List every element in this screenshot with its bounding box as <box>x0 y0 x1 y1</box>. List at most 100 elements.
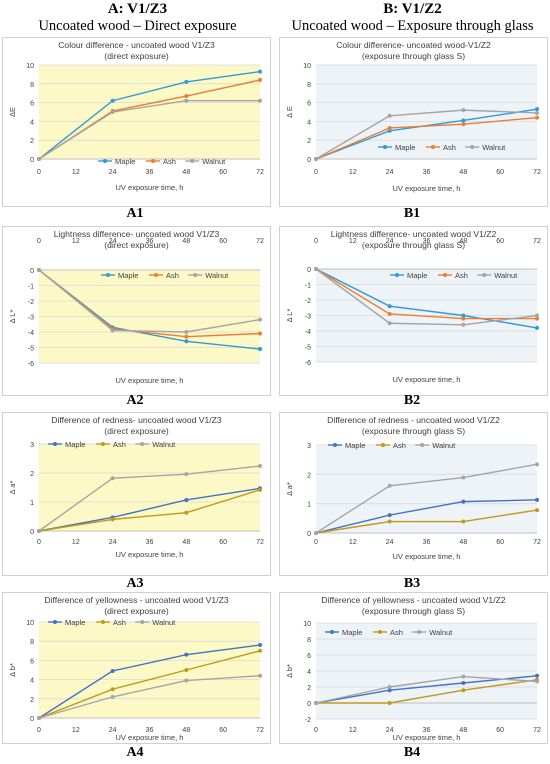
chart-b4: Difference of yellowness - uncoated wood… <box>285 595 541 742</box>
chart-b2-y-tick-label: -5 <box>305 345 311 352</box>
chart-b1-x-tick-label: 36 <box>423 169 431 176</box>
chart-b3-y-axis-title: Δ a* <box>285 482 294 496</box>
chart-a2-legend-marker-ash <box>154 273 158 277</box>
chart-a3-point-walnut <box>184 472 189 477</box>
chart-a1-plot-area <box>39 65 260 159</box>
chart-b3-series-line-walnut <box>315 463 538 534</box>
chart-a4-point-walnut <box>184 678 189 683</box>
chart-a4-y-axis-title: Δ b* <box>8 663 17 677</box>
chart-a4: Difference of yellowness - uncoated wood… <box>8 595 264 742</box>
chart-a3-legend-marker-ash <box>101 442 105 446</box>
chart-a2-y-tick-label: -5 <box>28 346 34 353</box>
chart-b1-point-maple <box>461 118 466 123</box>
chart-a4-plot-area <box>39 622 260 718</box>
right-column-header: B: V1/Z2 Uncoated wood – Exposure throug… <box>275 1 550 35</box>
chart-a3-legend-marker-walnut <box>140 442 145 446</box>
chart-a2-x-tick-label: 60 <box>219 238 227 245</box>
chart-b3-point-walnut <box>387 483 392 488</box>
chart-a4-y-tick-label: 10 <box>26 620 34 627</box>
chart-a1-x-tick-label: 60 <box>219 169 227 176</box>
chart-a2-y-tick-label: -2 <box>28 299 34 306</box>
chart-b3-y-tick-label: 2 <box>307 472 311 479</box>
chart-a2-subtitle: (direct exposure) <box>104 240 169 250</box>
chart-a3-point-ash <box>258 487 262 492</box>
chart-b4-subtitle: (exposure through glass S) <box>362 606 465 616</box>
chart-a4-y-tick-label: 6 <box>30 658 34 665</box>
chart-a3-x-axis-title: UV exposure time, h <box>116 550 184 559</box>
chart-b1-point-walnut <box>314 157 318 161</box>
chart-a4-x-tick-label: 60 <box>219 727 227 734</box>
chart-a1-point-maple <box>258 69 262 74</box>
chart-b1-x-axis-title: UV exposure time, h <box>393 184 461 193</box>
chart-a4-x-tick-label: 24 <box>109 727 117 734</box>
chart-a1-series-line-maple <box>38 70 261 160</box>
chart-a2-legend-marker-walnut <box>193 273 198 277</box>
chart-a4-x-tick-label: 36 <box>146 727 154 734</box>
chart-a4-x-tick-label: 48 <box>182 727 190 734</box>
chart-a4-point-ash <box>258 648 262 653</box>
chart-a4-point-maple <box>258 643 262 648</box>
chart-b2-x-tick-label: 60 <box>496 238 504 245</box>
chart-b2-point-walnut <box>314 267 318 271</box>
chart-b3-x-tick-label: 48 <box>459 539 467 546</box>
caption-a1: A1 <box>126 206 144 221</box>
chart-b4-x-tick-label: 48 <box>459 727 467 734</box>
caption-b4: B4 <box>403 745 421 760</box>
chart-b3-title: Difference of redness - uncoated wood V1… <box>327 415 500 425</box>
chart-b2-y-tick-label: -6 <box>305 360 311 367</box>
chart-b2-x-axis-title: UV exposure time, h <box>393 375 461 384</box>
chart-a3-legend-label-maple: Maple <box>65 440 85 449</box>
chart-a2-point-maple <box>258 347 262 352</box>
chart-b4-point-maple <box>535 673 539 678</box>
chart-b2-x-tick-label: 24 <box>386 238 394 245</box>
chart-b3-point-maple <box>461 499 466 504</box>
chart-a4-y-tick-label: 4 <box>30 678 34 685</box>
chart-b4-y-tick-label: 0 <box>307 701 311 708</box>
chart-b4-x-tick-label: 60 <box>496 727 504 734</box>
chart-a2-legend-marker-maple <box>106 273 110 277</box>
chart-a4-legend-marker-walnut <box>140 620 145 624</box>
chart-b2-point-maple <box>535 325 539 330</box>
chart-b3-subtitle: (exposure through glass S) <box>362 426 465 436</box>
chart-a1-point-walnut <box>258 98 262 103</box>
chart-a3-y-tick-label: 1 <box>30 500 34 507</box>
chart-a1-point-walnut <box>37 157 41 161</box>
chart-a3-x-tick-label: 24 <box>109 539 117 546</box>
chart-b3-point-ash <box>461 519 466 524</box>
chart-b4-y-tick-label: 10 <box>303 621 311 628</box>
chart-a4-title: Difference of yellowness - uncoated wood… <box>44 595 228 605</box>
chart-a1-y-tick-label: 0 <box>30 157 34 164</box>
chart-a3-point-maple <box>184 497 189 502</box>
chart-b3-x-tick-label: 60 <box>496 539 504 546</box>
chart-a4-y-tick-label: 0 <box>30 716 34 723</box>
chart-a3-y-tick-label: 3 <box>30 442 34 449</box>
chart-b2-point-maple <box>461 313 466 318</box>
chart-a1-point-walnut <box>110 110 115 114</box>
chart-b1-legend-label-walnut: Walnut <box>482 143 506 152</box>
chart-a2-x-tick-label: 36 <box>146 238 154 245</box>
chart-a4-point-ash <box>184 668 189 672</box>
chart-b2-y-tick-label: -4 <box>305 329 311 336</box>
chart-a1-y-tick-label: 2 <box>30 138 34 145</box>
chart-b2-point-maple <box>387 304 392 309</box>
chart-b3-y-tick-label: 1 <box>307 502 311 509</box>
chart-panel-b4: Difference of yellowness - uncoated wood… <box>279 592 548 744</box>
chart-b1-x-tick-label: 60 <box>496 169 504 176</box>
chart-a4-point-maple <box>184 652 189 657</box>
chart-b1-y-tick-label: 4 <box>307 119 311 126</box>
chart-b2-point-ash <box>387 311 392 316</box>
chart-b2-subtitle: (exposure through glass S) <box>362 240 465 250</box>
chart-b4-title: Difference of yellowness - uncoated wood… <box>321 595 505 605</box>
chart-b3-point-maple <box>387 513 392 518</box>
chart-a2-point-walnut <box>184 330 189 334</box>
chart-a2-x-tick-label: 0 <box>37 238 41 245</box>
chart-a3-legend-marker-maple <box>53 442 57 446</box>
chart-b1-title: Colour difference- uncoated wood-V1/Z2 <box>336 40 491 50</box>
chart-b4-point-walnut <box>461 674 466 679</box>
chart-a1-legend-marker-walnut <box>190 159 195 163</box>
chart-a3-series-line-ash <box>38 489 261 532</box>
chart-b2-point-ash <box>461 316 466 321</box>
chart-a1-point-ash <box>258 78 262 83</box>
chart-a3-x-tick-label: 60 <box>219 539 227 546</box>
chart-b1-legend-marker-walnut <box>470 145 475 149</box>
